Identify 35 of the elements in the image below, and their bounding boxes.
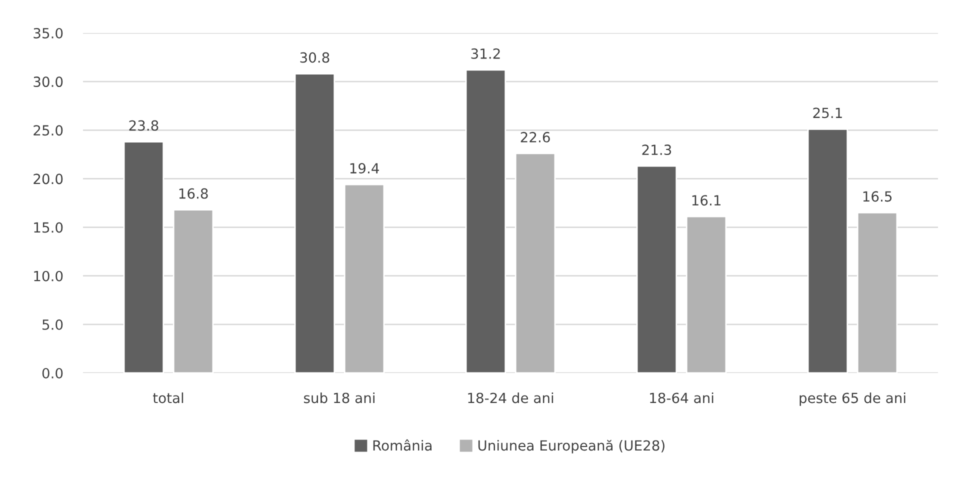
y-tick-label: 35.0: [34, 28, 63, 38]
data-label: 16.1: [692, 195, 720, 206]
x-tick-label: 18-64 ani: [650, 392, 714, 404]
bar: [856, 212, 898, 373]
data-label: 31.2: [471, 48, 500, 59]
bar: [686, 216, 727, 373]
legend-label: Uniunea Europeană (UE28): [478, 440, 664, 454]
y-tick-label: 20.0: [34, 174, 63, 184]
data-label: 16.8: [179, 188, 208, 199]
data-label: 21.3: [642, 144, 672, 156]
bar: [465, 69, 506, 373]
bar: [636, 165, 678, 373]
bar: [123, 141, 164, 373]
y-tick-label: 25.0: [34, 125, 63, 136]
x-tick-label: peste 65 de ani: [800, 392, 906, 406]
data-label: 22.6: [520, 132, 550, 142]
y-tick-label: 5.0: [42, 319, 63, 330]
x-tick-label: 18-24 de ani: [468, 392, 554, 404]
bar: [172, 209, 214, 373]
data-label: 16.5: [863, 191, 892, 202]
y-tick-label: 0.0: [42, 368, 63, 378]
data-label: 19.4: [350, 163, 379, 174]
data-label: 25.1: [813, 108, 842, 118]
bar: [807, 128, 848, 373]
y-tick-label: 10.0: [34, 270, 63, 282]
legend-label: România: [373, 439, 432, 451]
data-label: 30.8: [300, 52, 330, 63]
bar: [514, 152, 556, 373]
y-tick-label: 30.0: [34, 76, 63, 88]
bar: [294, 73, 336, 373]
x-tick-label: sub 18 ani: [304, 392, 374, 404]
y-tick-label: 15.0: [34, 222, 63, 233]
bar: [344, 184, 385, 373]
data-label: 23.8: [129, 120, 158, 131]
x-tick-label: total: [152, 392, 184, 404]
